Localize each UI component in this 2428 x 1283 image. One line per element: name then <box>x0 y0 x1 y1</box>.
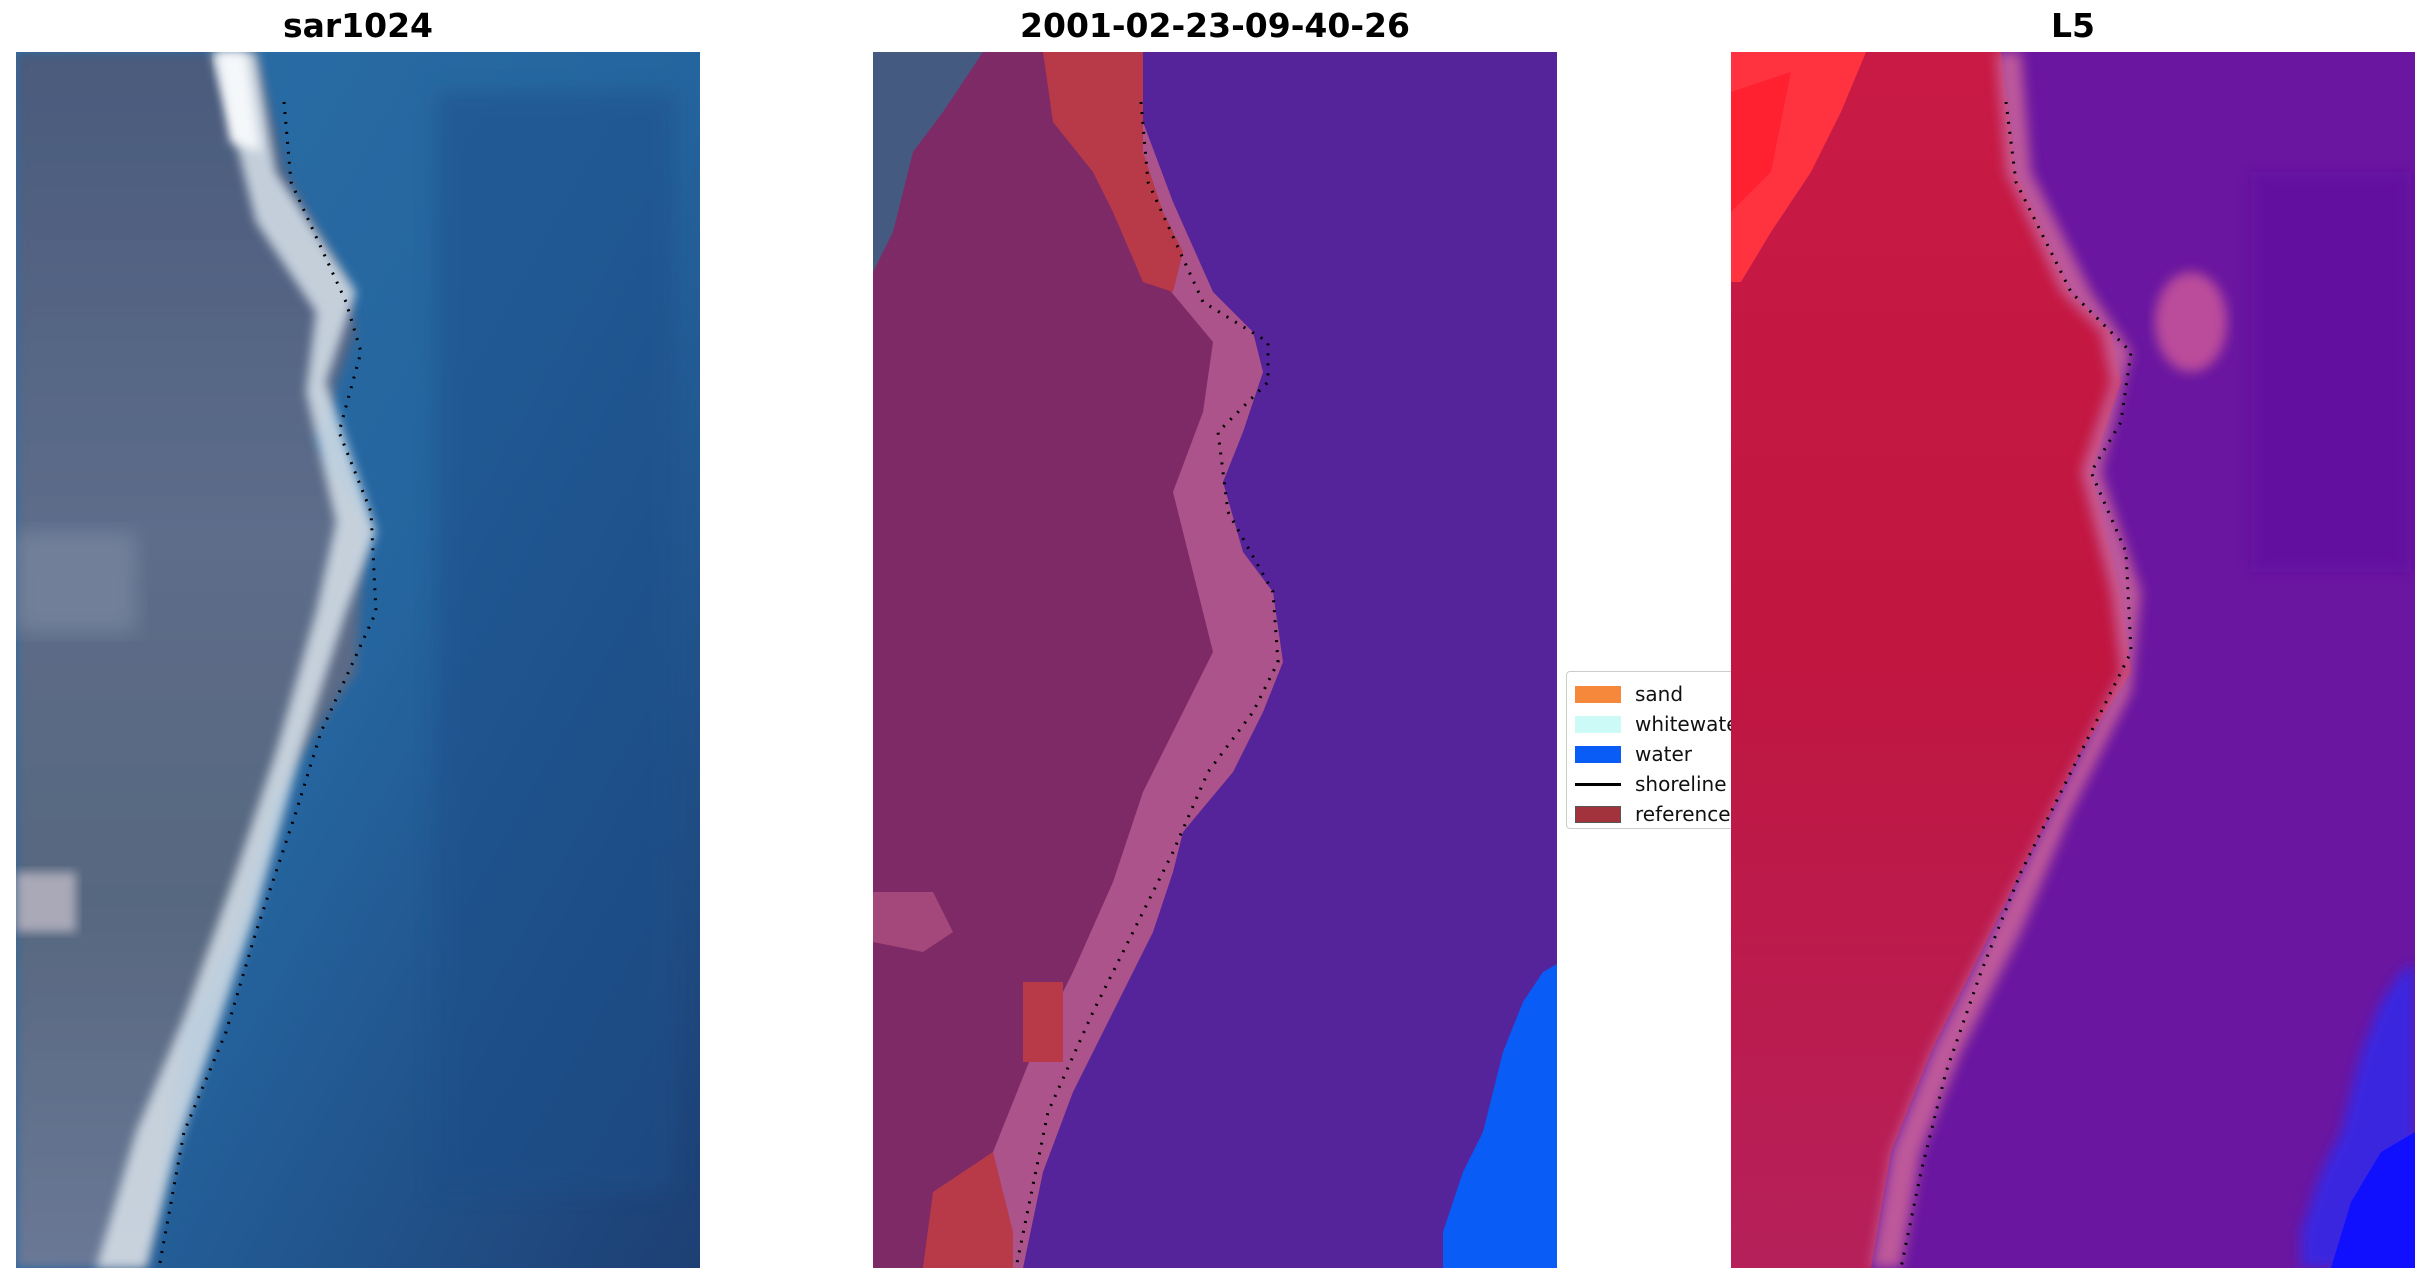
probability-heatmap <box>1731 52 2415 1268</box>
satellite-image <box>16 52 700 1268</box>
legend-label-sand: sand <box>1635 682 1684 706</box>
legend-item-whitewater: whitewater <box>1575 712 1747 736</box>
legend-swatch-whitewater <box>1575 715 1621 733</box>
legend-label-shoreline: shoreline <box>1635 772 1727 796</box>
satellite-image-panel <box>16 52 700 1268</box>
probability-heatmap-panel <box>1731 52 2415 1268</box>
classification-image <box>873 52 1557 1268</box>
legend-swatch-reference <box>1575 805 1621 823</box>
panel-title-date: 2001-02-23-09-40-26 <box>1020 6 1410 45</box>
classification-panel <box>873 52 1557 1268</box>
legend-label-reference: reference <box>1635 802 1731 826</box>
panel-title-sar1024: sar1024 <box>282 6 434 45</box>
legend-swatch-sand <box>1575 685 1621 703</box>
legend-swatch-water <box>1575 745 1621 763</box>
legend-item-shoreline: shoreline <box>1575 772 1727 796</box>
legend-label-water: water <box>1635 742 1692 766</box>
legend-item-reference: reference <box>1575 802 1731 826</box>
legend-line-shoreline <box>1575 782 1621 786</box>
legend-item-sand: sand <box>1575 682 1683 706</box>
panel-title-l5: L5 <box>2051 6 2095 45</box>
legend-label-whitewater: whitewater <box>1635 712 1747 736</box>
legend-item-water: water <box>1575 742 1692 766</box>
